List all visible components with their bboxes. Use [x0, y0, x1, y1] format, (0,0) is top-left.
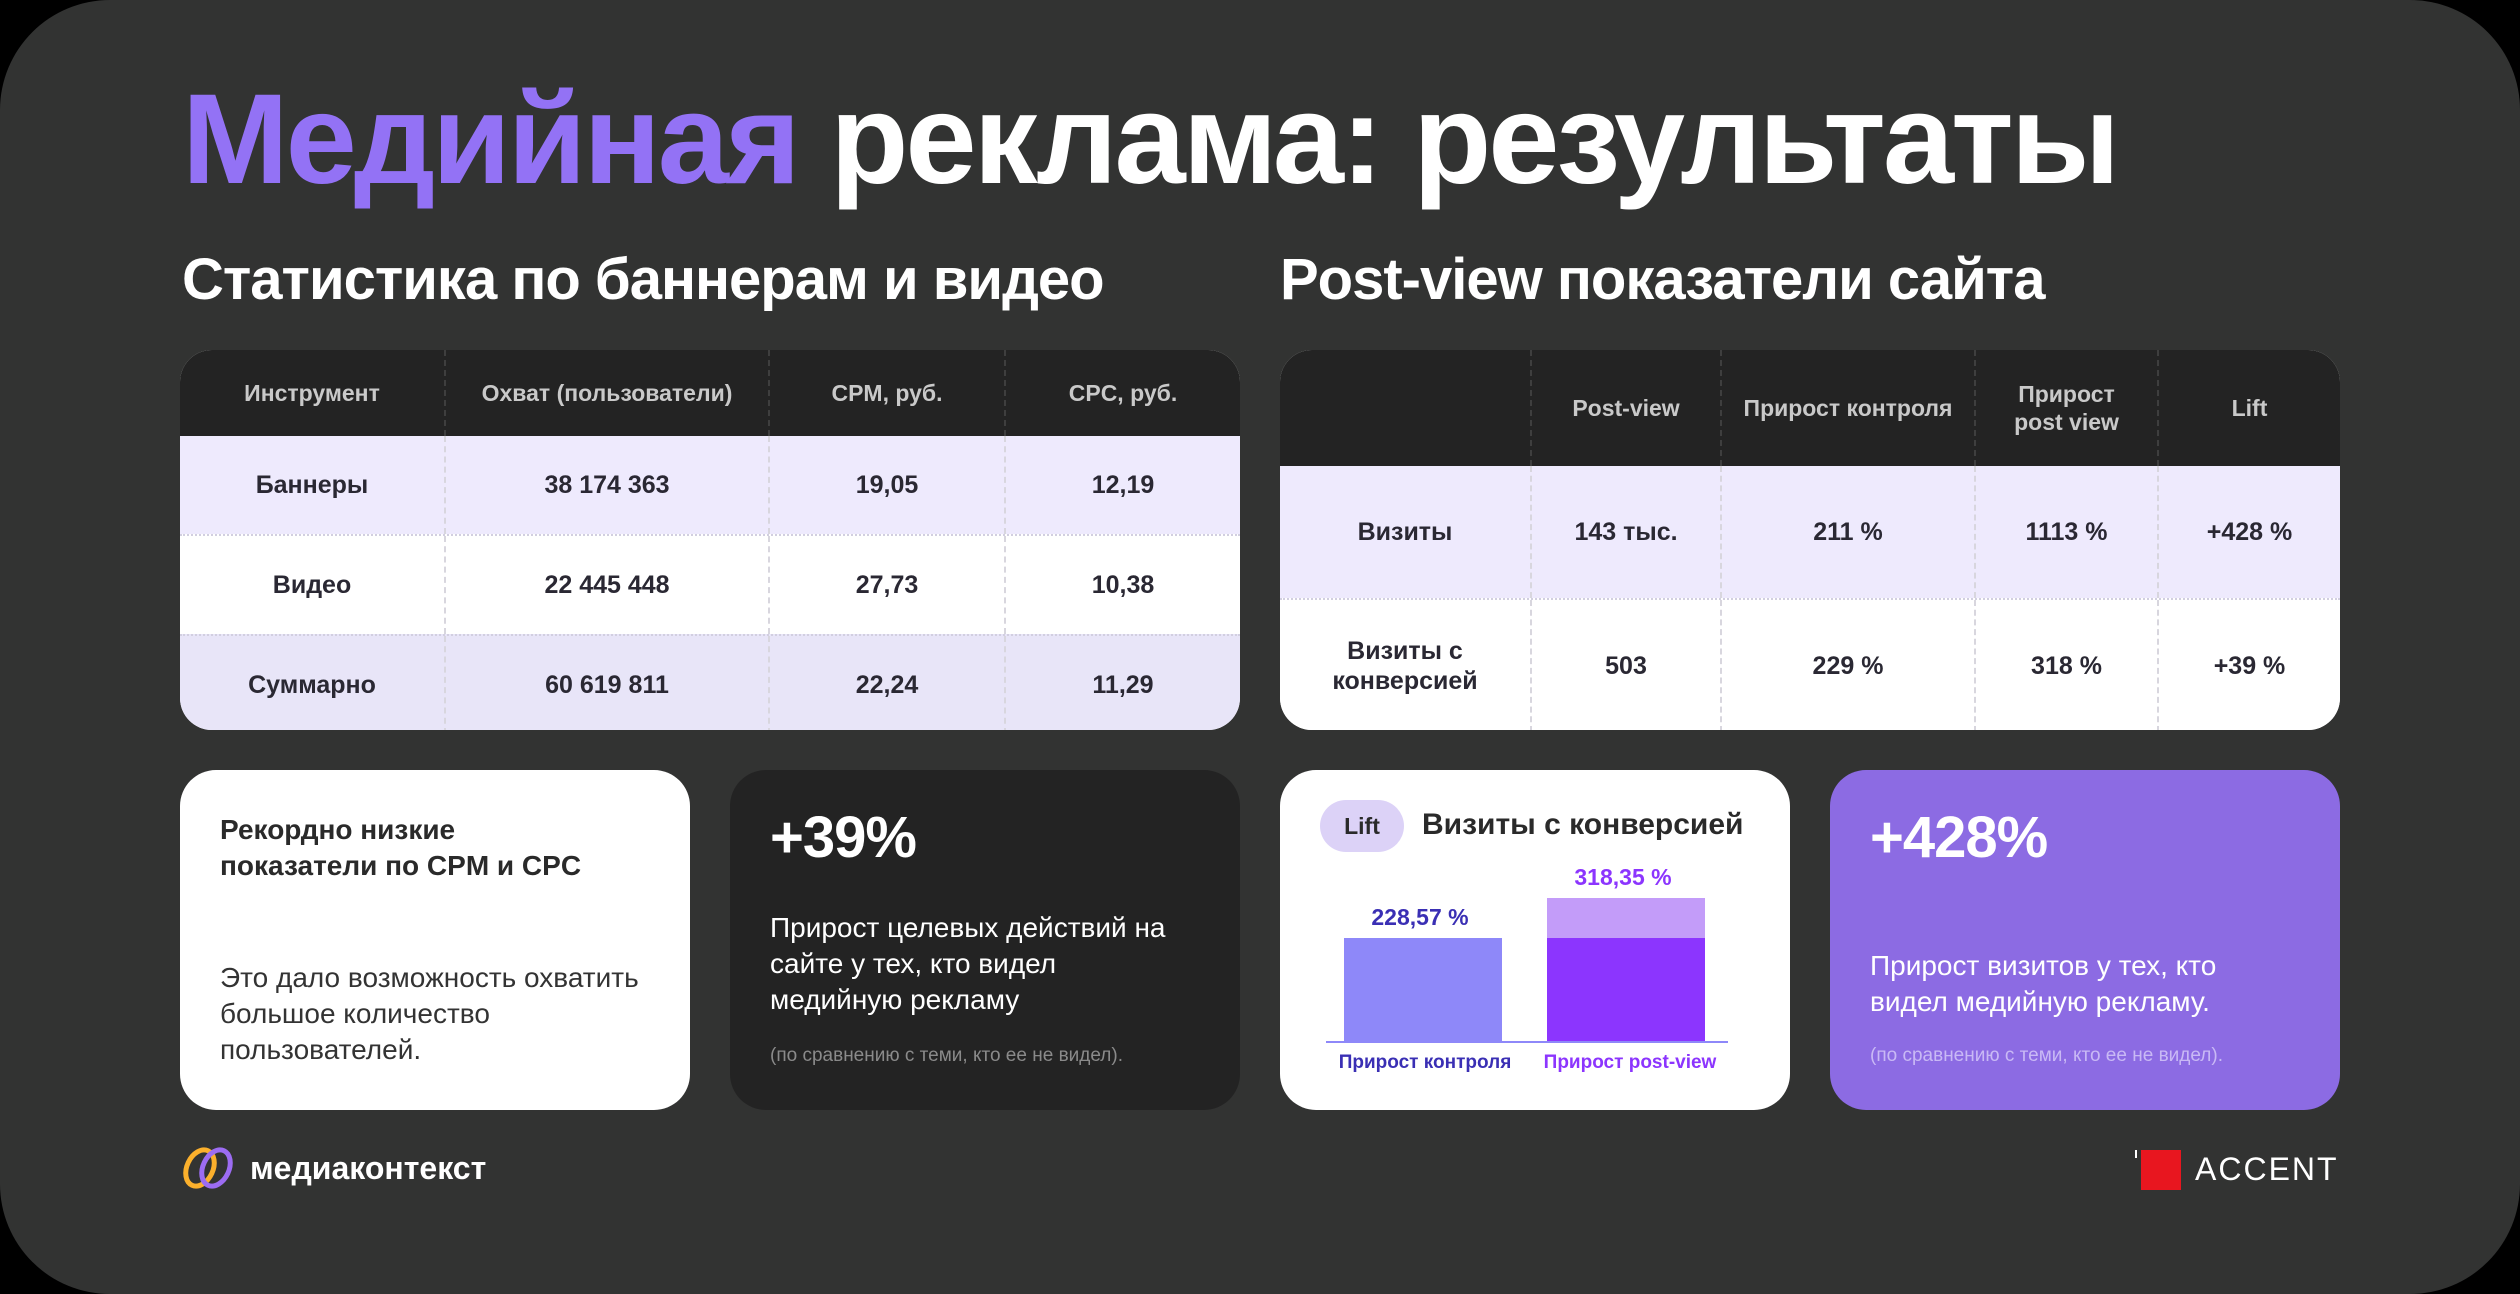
table-cell: 229 % — [1720, 600, 1974, 730]
table-row: Визиты 143 тыс. 211 % 1113 % +428 % — [1280, 466, 2340, 598]
lift-chart-card: Lift Визиты с конверсией 228,57 % 318,35… — [1280, 770, 1790, 1110]
title-rest: реклама: результаты — [830, 68, 2120, 211]
header-cell: Post-view — [1530, 350, 1720, 466]
bar-lift-overlay — [1547, 898, 1705, 938]
category-label: Прирост контроля — [1338, 1052, 1512, 1073]
visits-lift-card: +428% Прирост визитов у тех, кто видел м… — [1830, 770, 2340, 1110]
table-cell: 318 % — [1974, 600, 2157, 730]
chart-title: Визиты с конверсией — [1422, 808, 1744, 841]
header-cell: CPC, руб. — [1004, 350, 1240, 436]
card-note: (по сравнению с теми, кто ее не видел). — [1870, 1045, 2223, 1066]
header-cell — [1280, 350, 1530, 466]
table-cell: 27,73 — [768, 536, 1004, 634]
table-cell: 60 619 811 — [444, 636, 768, 730]
table-cell: 143 тыс. — [1530, 466, 1720, 598]
header-cell: Lift — [2157, 350, 2340, 466]
bar-value-label: 228,57 % — [1371, 904, 1469, 930]
table-header-row: Инструмент Охват (пользователи) CPM, руб… — [180, 350, 1240, 436]
table-cell: 211 % — [1720, 466, 1974, 598]
table-cell: Видео — [272, 570, 352, 599]
section-title-banners: Статистика по баннерам и видео — [182, 247, 1105, 312]
table-cell: +39 % — [2157, 600, 2340, 730]
logo-text: ACCENT — [2195, 1150, 2339, 1187]
table-cell: 22 445 448 — [444, 536, 768, 634]
table-header-row: Post-view Прирост контроля Прирост post … — [1280, 350, 2340, 466]
header-cell: Инструмент — [244, 380, 380, 406]
bar-value-label: 318,35 % — [1574, 864, 1672, 890]
conversions-lift-card: +39% Прирост целевых действий на сайте у… — [730, 770, 1240, 1110]
table-row: Визиты с конверсией 503 229 % 318 % +39 … — [1280, 598, 2340, 730]
table-cell: Визиты — [1357, 517, 1453, 546]
header-cell: Прирост контроля — [1720, 350, 1974, 466]
rings-icon — [183, 1147, 233, 1189]
table-cell: Суммарно — [248, 670, 376, 699]
table-cell: +428 % — [2157, 466, 2340, 598]
section-title-postview: Post-view показатели сайта — [1280, 247, 2045, 312]
category-label: Прирост post-view — [1543, 1052, 1717, 1073]
card-body: Прирост визитов у тех, кто видел медийну… — [1870, 950, 2217, 1017]
mediacontext-logo: медиаконтекст — [180, 1145, 486, 1191]
table-cell: 10,38 — [1004, 536, 1240, 634]
header-cell: CPM, руб. — [768, 350, 1004, 436]
banners-video-table: Инструмент Охват (пользователи) CPM, руб… — [180, 350, 1240, 730]
table-row: Баннеры 38 174 363 19,05 12,19 — [180, 436, 1240, 534]
red-square-icon — [2135, 1150, 2181, 1190]
card-note: (по сравнению с теми, кто ее не видел). — [770, 1045, 1123, 1066]
table-row: Суммарно 60 619 811 22,24 11,29 — [180, 634, 1240, 730]
title-accent: Медийная — [182, 68, 801, 211]
table-row: Видео 22 445 448 27,73 10,38 — [180, 534, 1240, 634]
table-cell: Баннеры — [255, 470, 369, 499]
bar-postview — [1547, 938, 1705, 1042]
card-value: +428% — [1870, 805, 2048, 870]
lift-pill: Lift — [1320, 800, 1404, 852]
logo-text: медиаконтекст — [250, 1149, 487, 1186]
table-cell: 12,19 — [1004, 436, 1240, 534]
header-cell: Охват (пользователи) — [444, 350, 768, 436]
accent-logo: ACCENT — [2135, 1148, 2339, 1190]
card-value: +39% — [770, 805, 917, 870]
table-cell: 38 174 363 — [444, 436, 768, 534]
card-body: Это дало возможность охватить большое ко… — [220, 962, 639, 1065]
table-cell: 1113 % — [1974, 466, 2157, 598]
bar-control — [1344, 938, 1502, 1042]
table-cell: Визиты с конверсией — [1332, 637, 1478, 695]
card-heading: Рекордно низкие показатели по CPM и CPC — [220, 814, 582, 881]
chart-axis — [1326, 1041, 1728, 1043]
table-cell: 22,24 — [768, 636, 1004, 730]
card-body: Прирост целевых действий на сайте у тех,… — [770, 912, 1166, 1015]
table-cell: 503 — [1530, 600, 1720, 730]
page-title: Медийная реклама: результаты — [182, 66, 2120, 213]
table-cell: 11,29 — [1004, 636, 1240, 730]
header-cell: Прирост post view — [1974, 350, 2157, 466]
table-cell: 19,05 — [768, 436, 1004, 534]
cpm-cpc-card: Рекордно низкие показатели по CPM и CPC … — [180, 770, 690, 1110]
postview-table: Post-view Прирост контроля Прирост post … — [1280, 350, 2340, 730]
